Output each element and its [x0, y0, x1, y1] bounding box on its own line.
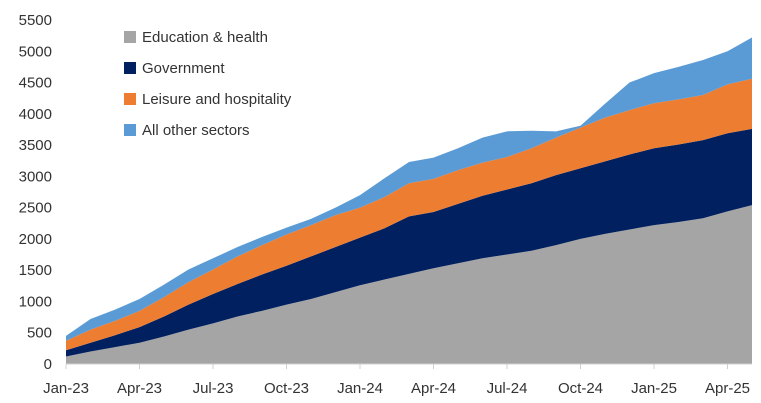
- area-series-1: [66, 128, 752, 357]
- area-series-0: [66, 205, 752, 364]
- y-tick-label-7: 3500: [19, 137, 52, 154]
- y-tick-label-2: 1000: [19, 293, 52, 310]
- x-tick-label-5: Apr-24: [411, 380, 456, 397]
- y-tick-label-11: 5500: [19, 12, 52, 29]
- legend: Education & health Government Leisure and …: [124, 29, 292, 139]
- x-tick-label-6: Jul-24: [487, 380, 528, 397]
- y-tick-label-8: 4000: [19, 106, 52, 123]
- area-series-group: [66, 37, 752, 364]
- x-tick-label-0: Jan-23: [43, 380, 89, 397]
- legend-label-1: Government: [142, 60, 225, 77]
- area-series-2: [66, 78, 752, 351]
- legend-label-0: Education & health: [142, 29, 268, 46]
- legend-swatch-3: [124, 124, 136, 136]
- axes-group: 0 500 1000 1500 2000 2500 3000 3500 4000 4500 5000…: [19, 12, 752, 397]
- legend-swatch-1: [124, 62, 136, 74]
- y-tick-label-3: 1500: [19, 262, 52, 279]
- x-tick-label-3: Oct-23: [264, 380, 309, 397]
- x-tick-label-8: Jan-25: [631, 380, 677, 397]
- x-tick-label-2: Jul-23: [193, 380, 234, 397]
- x-tick-label-7: Oct-24: [558, 380, 603, 397]
- area-series-3: [66, 37, 752, 341]
- legend-label-3: All other sectors: [142, 122, 250, 139]
- y-tick-label-4: 2000: [19, 231, 52, 248]
- y-tick-label-0: 0: [44, 356, 52, 373]
- y-tick-label-6: 3000: [19, 168, 52, 185]
- legend-swatch-0: [124, 31, 136, 43]
- y-tick-label-1: 500: [27, 325, 52, 342]
- x-tick-label-9: Apr-25: [705, 380, 750, 397]
- legend-label-2: Leisure and hospitality: [142, 91, 292, 108]
- x-tick-label-4: Jan-24: [337, 380, 383, 397]
- legend-swatch-2: [124, 93, 136, 105]
- y-tick-label-5: 2500: [19, 200, 52, 217]
- x-tick-label-1: Apr-23: [117, 380, 162, 397]
- y-tick-label-10: 5000: [19, 43, 52, 60]
- y-tick-label-9: 4500: [19, 75, 52, 92]
